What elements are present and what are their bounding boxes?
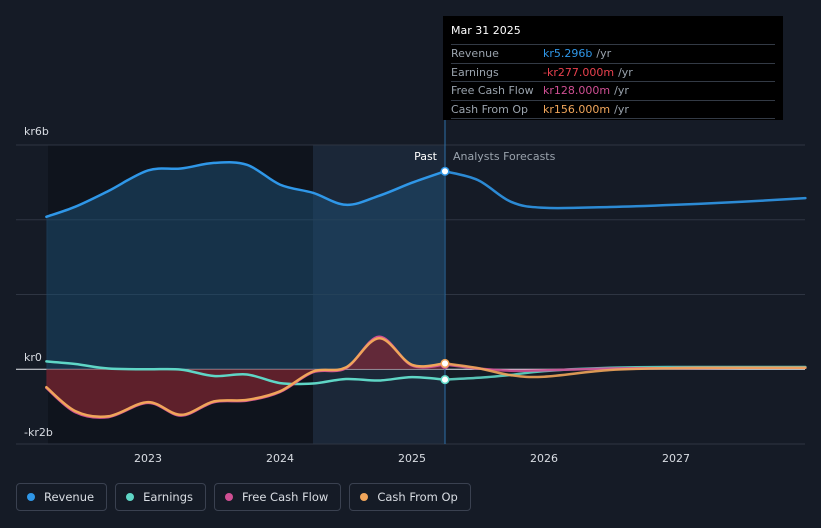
tooltip-unit: /yr [614, 84, 629, 97]
y-label-zero: kr0 [24, 351, 42, 364]
tooltip-date: Mar 31 2025 [451, 24, 521, 37]
legend-label: Earnings [143, 490, 193, 504]
hover-tooltip: Mar 31 2025 Revenue kr5.296b /yr Earning… [443, 16, 783, 120]
legend-dot-icon [126, 493, 135, 501]
revenue-area [46, 162, 446, 370]
x-tick-label: 2023 [134, 452, 162, 465]
series-forecast-revenue [443, 170, 807, 210]
x-tick-label: 2024 [266, 452, 294, 465]
x-tick-label: 2026 [530, 452, 558, 465]
highlight-point-earnings [440, 375, 450, 385]
legend-earnings-toggle[interactable]: Earnings [115, 483, 206, 511]
tooltip-value: kr5.296b [543, 47, 593, 60]
series-line-earnings [45, 360, 447, 386]
tooltip-label: Cash From Op [451, 102, 529, 116]
tooltip-unit: /yr [618, 65, 633, 79]
tooltip-label: Revenue [451, 47, 499, 60]
tooltip-row-earnings: Earnings -kr277.000m /yr [451, 62, 775, 82]
forecast-label: Analysts Forecasts [453, 150, 556, 163]
legend-cash-from-op-toggle[interactable]: Cash From Op [349, 483, 471, 511]
legend-free-cash-flow-toggle[interactable]: Free Cash Flow [214, 483, 342, 511]
tooltip-row-free-cash-flow: Free Cash Flow kr128.000m /yr [451, 81, 775, 100]
highlight-point-revenue [440, 166, 450, 176]
tooltip-unit: /yr [614, 102, 629, 116]
tooltip-label: Free Cash Flow [451, 84, 534, 97]
tooltip-row-cash-from-op: Cash From Op kr156.000m /yr [451, 99, 775, 119]
legend-label: Free Cash Flow [242, 490, 329, 504]
tooltip-value: kr128.000m [543, 84, 611, 97]
highlight-point-cash-from-op [440, 358, 450, 368]
cash-flow-area [46, 338, 446, 417]
tooltip-value: -kr277.000m [543, 65, 615, 79]
y-label-bottom: -kr2b [24, 426, 53, 439]
past-label: Past [414, 150, 438, 163]
series-line-revenue [45, 161, 447, 219]
y-label-top: kr6b [24, 125, 49, 138]
series-line-cash-from-op [45, 336, 447, 419]
chart-legend: Revenue Earnings Free Cash Flow Cash Fro… [16, 483, 471, 511]
legend-dot-icon [225, 493, 233, 501]
legend-dot-icon [27, 493, 35, 501]
legend-label: Cash From Op [377, 490, 458, 504]
tooltip-value: kr156.000m [543, 102, 611, 116]
legend-dot-icon [360, 493, 369, 501]
tooltip-unit: /yr [596, 47, 612, 60]
legend-revenue-toggle[interactable]: Revenue [16, 483, 108, 511]
tooltip-row-revenue: Revenue kr5.296b /yr [451, 44, 775, 63]
series-forecast-cash-from-op [443, 362, 807, 379]
x-tick-label: 2025 [398, 452, 426, 465]
x-tick-label: 2027 [662, 452, 690, 465]
tooltip-label: Earnings [451, 65, 499, 79]
legend-label: Revenue [44, 490, 95, 504]
